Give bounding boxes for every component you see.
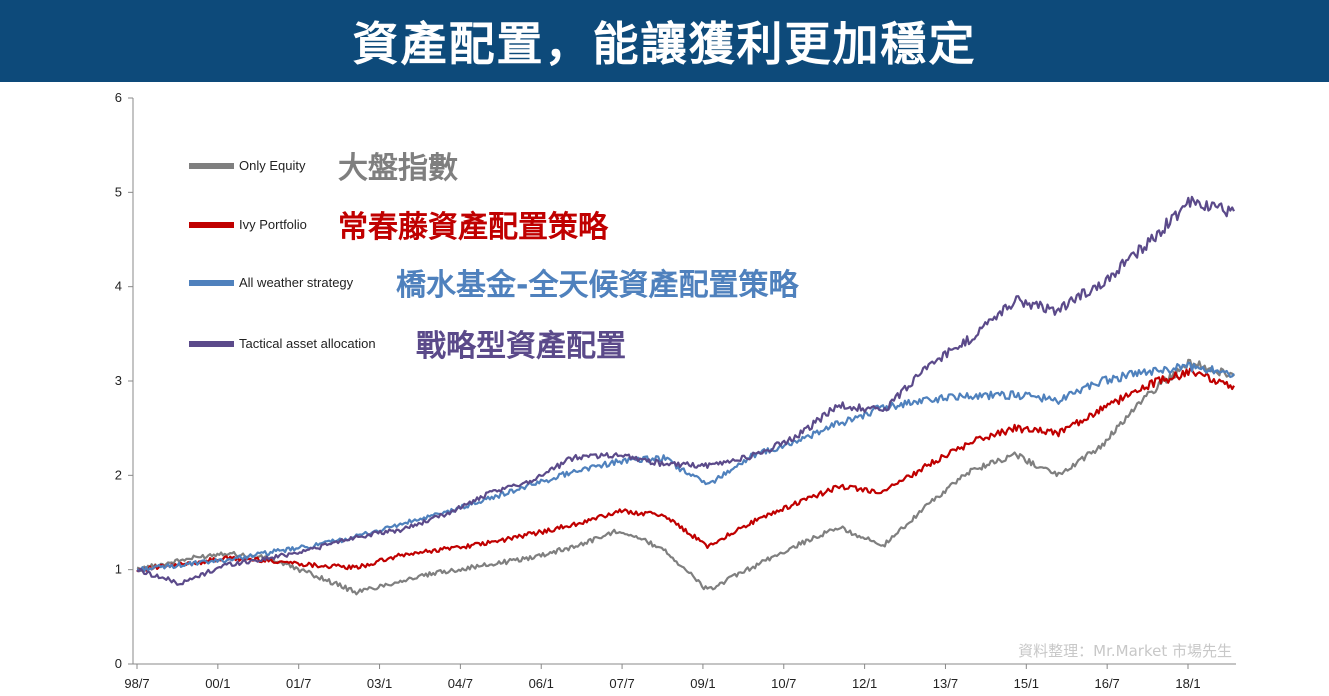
line-chart: 0 1 2 3 4 5 6 98/7 00/1 01/7 03/1 04/7 06/1 07/7 09/1… <box>115 90 1236 691</box>
legend-label: All weather strategy <box>239 275 354 290</box>
x-tick-label: 07/7 <box>609 676 634 691</box>
source-credit: 資料整理：Mr.Market 市場先生 <box>1018 642 1232 660</box>
y-tick-label: 0 <box>115 656 122 671</box>
x-tick-label: 15/1 <box>1014 676 1039 691</box>
x-tick-label: 01/7 <box>286 676 311 691</box>
legend-label-zh: 大盤指數 <box>338 151 458 186</box>
x-tick-label: 98/7 <box>124 676 149 691</box>
legend-label: Only Equity <box>239 158 306 173</box>
page-title: 資產配置，能讓獲利更加穩定 <box>352 17 977 71</box>
y-tick-label: 6 <box>115 90 122 105</box>
y-tick-label: 5 <box>115 184 122 199</box>
y-ticks: 0 1 2 3 4 5 6 <box>115 90 133 671</box>
y-tick-label: 2 <box>115 467 122 482</box>
x-tick-label: 16/7 <box>1094 676 1119 691</box>
series-lines <box>136 195 1235 596</box>
x-tick-label: 10/7 <box>771 676 796 691</box>
legend-label-zh: 常春藤資產配置策略 <box>338 210 609 245</box>
y-tick-label: 3 <box>115 373 122 388</box>
series-line-only-equity <box>136 358 1235 596</box>
x-tick-label: 13/7 <box>933 676 958 691</box>
x-ticks: 98/7 00/1 01/7 03/1 04/7 06/1 07/7 09/1 10/7 12/1… <box>124 664 1201 691</box>
legend-label: Ivy Portfolio <box>239 217 307 232</box>
y-tick-label: 4 <box>115 279 122 294</box>
series-line-tactical-asset-allocation <box>136 195 1235 586</box>
chart-axes <box>132 98 1236 665</box>
x-tick-label: 03/1 <box>367 676 392 691</box>
legend: Only Equity 大盤指數 Ivy Portfolio 常春藤資產配置策略 All… <box>189 151 799 364</box>
x-tick-label: 09/1 <box>690 676 715 691</box>
series-line-ivy-portfolio <box>136 367 1235 573</box>
legend-label-zh: 戰略型資產配置 <box>416 329 626 364</box>
legend-label: Tactical asset allocation <box>239 336 376 351</box>
x-tick-label: 04/7 <box>448 676 473 691</box>
x-tick-label: 12/1 <box>852 676 877 691</box>
x-tick-label: 18/1 <box>1175 676 1200 691</box>
series-line-all-weather-strategy <box>136 361 1235 573</box>
y-tick-label: 1 <box>115 562 122 577</box>
legend-label-zh: 橋水基金-全天候資產配置策略 <box>396 268 799 303</box>
x-tick-label: 06/1 <box>529 676 554 691</box>
x-tick-label: 00/1 <box>205 676 230 691</box>
title-banner: 資產配置，能讓獲利更加穩定 <box>0 0 1329 82</box>
